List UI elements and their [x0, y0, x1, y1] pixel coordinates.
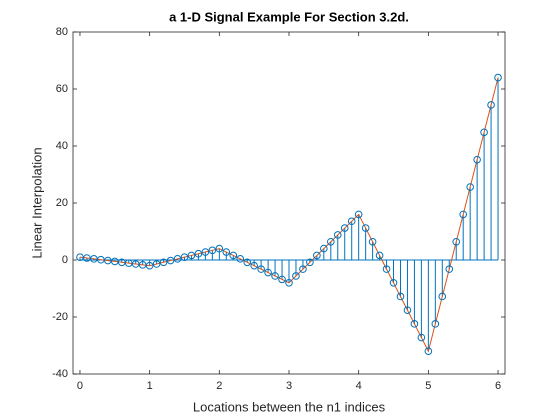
stem-marker	[417, 333, 426, 342]
stem-marker	[410, 320, 419, 328]
stem-marker	[382, 265, 391, 273]
stem-marker	[487, 101, 495, 109]
y-tick-label: -40	[52, 368, 68, 380]
stem-marker	[166, 256, 175, 265]
stem-marker	[278, 275, 286, 284]
stem-marker	[361, 224, 370, 232]
stem-marker	[313, 251, 321, 260]
stem-marker	[250, 261, 258, 270]
chart-title: a 1-D Signal Example For Section 3.2d.	[169, 9, 409, 24]
stem-marker	[438, 292, 447, 301]
y-tick-label: 60	[56, 83, 68, 95]
stem-marker	[354, 210, 363, 219]
x-tick-label: 0	[77, 380, 83, 392]
stem-marker	[299, 265, 307, 273]
stem-marker	[257, 265, 265, 273]
stem-marker	[424, 347, 433, 356]
stem-marker	[347, 217, 356, 226]
stem-marker	[292, 272, 300, 280]
stem-marker	[494, 73, 502, 82]
stem-marker	[306, 258, 314, 267]
stem-marker	[194, 249, 203, 258]
stem-marker	[145, 261, 154, 270]
stem-marker	[466, 183, 474, 191]
stem-marker	[222, 248, 231, 256]
stem-marker	[285, 279, 293, 287]
y-tick-label: -20	[52, 311, 68, 323]
stem-marker	[459, 210, 467, 219]
stem-marker	[264, 268, 272, 277]
stem-marker	[152, 260, 161, 268]
stem-marker	[375, 251, 384, 260]
stem-marker	[236, 255, 245, 263]
stem-marker	[320, 244, 328, 253]
x-tick-label: 3	[286, 380, 292, 392]
interpolation-line	[79, 77, 499, 353]
stem-marker	[201, 248, 210, 256]
stem-marker	[389, 279, 398, 287]
stem-marker	[215, 244, 224, 253]
stem-marker	[480, 128, 488, 137]
y-tick-label: 0	[62, 254, 68, 266]
y-axis-label: Linear Interpolation	[29, 147, 44, 258]
stem-marker	[180, 253, 189, 261]
stem-marker	[243, 258, 251, 267]
x-tick-label: 1	[147, 380, 153, 392]
stem-marker	[445, 265, 454, 273]
x-tick-label: 5	[425, 380, 431, 392]
x-tick-label: 4	[356, 380, 362, 392]
stem-marker	[229, 251, 238, 260]
stem-marker	[396, 292, 405, 301]
stem-marker	[159, 258, 168, 267]
stem-marker	[271, 272, 279, 280]
stem-marker	[368, 237, 377, 246]
y-tick-label: 80	[56, 26, 68, 38]
stem-marker	[473, 155, 481, 164]
stem-marker	[431, 320, 440, 328]
stem-marker	[208, 246, 217, 255]
y-tick-label: 20	[56, 197, 68, 209]
x-tick-label: 2	[216, 380, 222, 392]
stem-marker	[403, 306, 412, 314]
stem-marker	[340, 224, 349, 232]
stem-marker	[327, 237, 335, 246]
stem-marker	[333, 231, 342, 239]
stem-marker	[452, 237, 461, 246]
x-tick-label: 6	[495, 380, 501, 392]
stem-marker	[187, 251, 196, 260]
y-tick-label: 40	[56, 140, 68, 152]
stem-marker	[173, 255, 182, 263]
x-axis-label: Locations between the n1 indices	[193, 399, 386, 414]
plot-area	[72, 31, 506, 375]
